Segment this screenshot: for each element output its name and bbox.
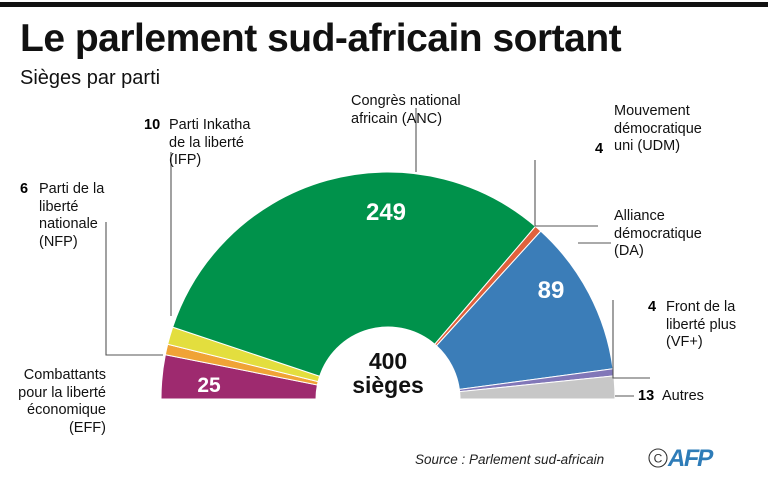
svg-text:AFP: AFP — [666, 445, 716, 471]
svg-text:C: C — [654, 452, 663, 466]
svg-text:sièges: sièges — [352, 372, 424, 398]
svg-text:400: 400 — [369, 348, 407, 374]
svg-text:25: 25 — [197, 374, 221, 397]
svg-text:89: 89 — [538, 277, 565, 304]
svg-text:249: 249 — [366, 199, 406, 226]
